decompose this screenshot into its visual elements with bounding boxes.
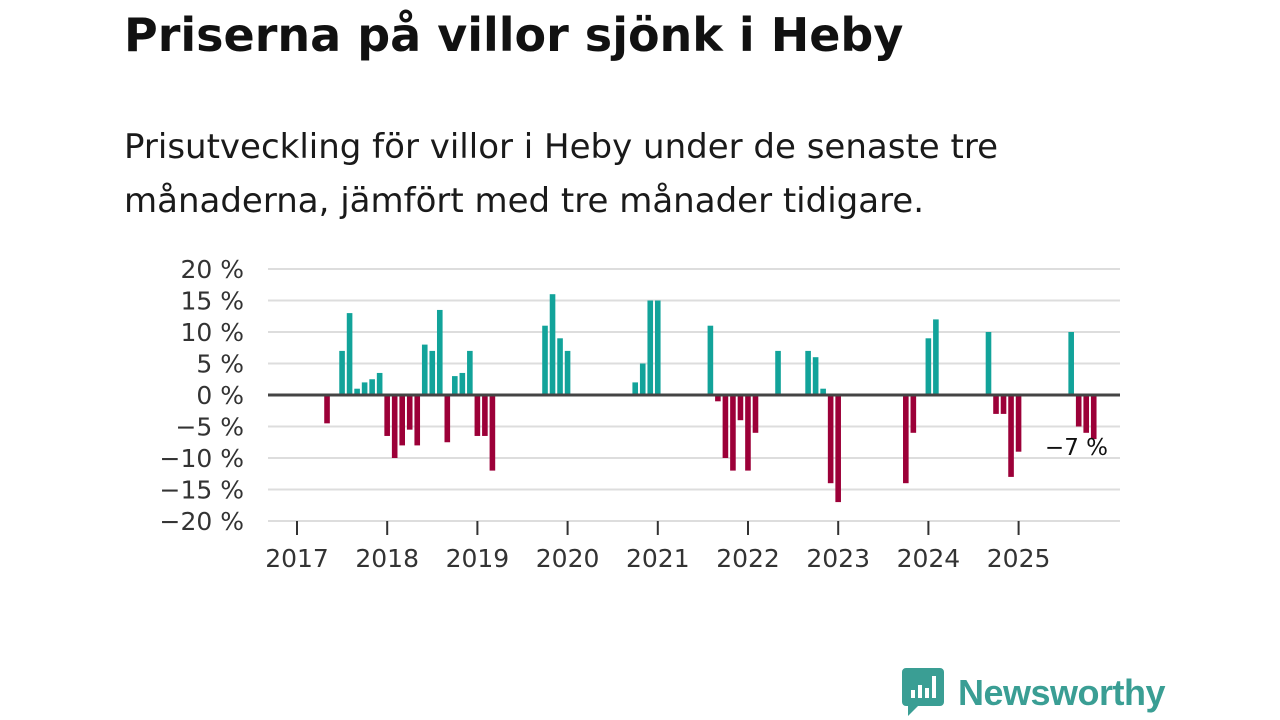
bar [557,338,563,395]
bar [1015,395,1022,452]
bars [324,294,1097,503]
brand-name: Newsworthy [958,672,1166,713]
x-tick-label: 2024 [897,544,961,573]
bar [1068,332,1074,395]
bar [549,294,556,395]
y-tick-label: −15 % [160,476,244,505]
bar [482,395,488,436]
bar [346,313,353,395]
x-tick-label: 2021 [626,544,690,573]
bar [1075,395,1082,427]
newsworthy-logo[interactable]: Newsworthy [902,668,1166,718]
chart-subtitle: Prisutveckling för villor i Heby under d… [124,127,998,221]
y-tick-label: 15 % [180,287,244,316]
bar [384,395,390,436]
y-tick-label: 0 % [196,381,244,410]
bar [775,350,781,395]
bar [1000,395,1007,414]
x-tick-label: 2025 [987,544,1051,573]
bar [361,382,368,395]
bar [414,395,421,446]
x-tick-label: 2017 [265,544,329,573]
bar [436,309,443,395]
bar [639,363,646,395]
bar [910,395,917,433]
bar [722,395,729,458]
bar [489,395,496,471]
y-tick-label: −20 % [160,507,244,536]
bar [812,357,819,395]
bar [985,332,992,395]
bar [429,350,436,395]
bar [647,300,654,395]
bar [399,395,405,446]
bar [564,350,571,395]
bar [459,372,466,395]
bar [354,388,360,395]
x-tick-label: 2023 [806,544,870,573]
bar [467,350,473,395]
bar [421,344,428,395]
bar [542,325,548,395]
bar [452,376,458,395]
x-tick-label: 2022 [716,544,780,573]
bar [737,395,744,421]
bar [376,372,383,395]
bar [632,382,639,395]
bar [835,395,841,503]
bar [827,395,834,484]
bar [752,395,759,433]
bar [925,338,932,395]
labels: 20 % 15 %10 % 5 %0 % −5 %−10 % −15 %−20 % 201… [160,255,1108,573]
bar [745,395,751,471]
last-value-label: −7 % [1045,435,1108,461]
y-tick-label: −10 % [160,444,244,473]
bar [1008,395,1014,477]
y-tick-label: 5 % [196,350,244,379]
bar [474,395,481,436]
bar [654,300,661,395]
newsworthy-logo-icon [902,668,944,716]
bar [707,325,714,395]
bar [1083,395,1090,433]
bar [391,395,398,458]
bar [820,388,826,395]
axes [268,393,1120,535]
bar [933,319,939,395]
y-tick-label: 10 % [180,318,244,347]
bar [993,395,999,414]
y-tick-label: 20 % [180,255,244,284]
chart-title: Priserna på villor sjönk i Heby [124,8,904,62]
bar [715,395,721,402]
bar [1090,395,1097,440]
x-tick-label: 2020 [536,544,600,573]
bar [444,395,451,443]
bar [369,379,375,395]
bar [339,350,345,395]
bar [730,395,736,471]
x-tick-label: 2018 [355,544,419,573]
y-tick-label: −5 % [175,413,244,442]
bar-chart: 20 % 15 %10 % 5 %0 % −5 %−10 % −15 %−20 % 201… [160,255,1120,573]
bar [805,350,811,395]
bar [903,395,909,484]
bar [324,395,330,424]
bar [406,395,413,430]
x-tick-label: 2019 [446,544,510,573]
